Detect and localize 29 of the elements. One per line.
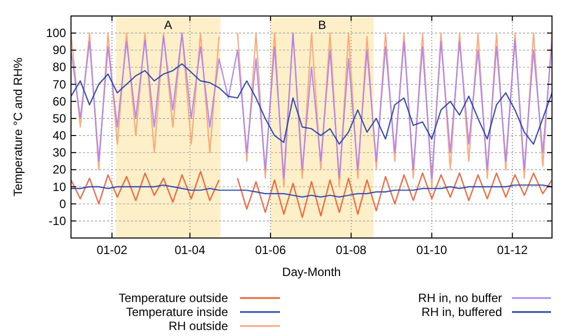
- y-tick-label: 40: [52, 128, 66, 143]
- y-tick-label: 90: [52, 43, 66, 58]
- y-tick-label: 20: [52, 162, 66, 177]
- y-tick-label: 100: [46, 26, 66, 40]
- legend-label: RH in, no buffer: [418, 291, 502, 305]
- x-tick-label: 01-02: [96, 243, 128, 257]
- y-tick-label: 50: [52, 111, 66, 126]
- x-tick-label: 01-12: [497, 243, 528, 257]
- legend-label: RH in, buffered: [422, 305, 502, 319]
- legend-label: Temperature outside: [118, 291, 228, 305]
- y-tick-label: 60: [52, 94, 66, 108]
- y-axis-title: Temperature °C and RH%: [11, 57, 25, 196]
- x-tick-label: 01-06: [255, 243, 286, 257]
- line-series: [71, 63, 552, 145]
- y-tick-label: 70: [52, 77, 66, 92]
- y-tick-label: -10: [48, 214, 66, 228]
- x-tick-label: 01-10: [416, 243, 448, 257]
- band-label: B: [318, 18, 326, 32]
- y-tick-label: 0: [59, 196, 66, 211]
- x-tick-label: 01-08: [336, 243, 367, 257]
- legend-label: Temperature inside: [126, 305, 228, 319]
- y-tick-label: 30: [52, 146, 66, 160]
- x-axis-title: Day-Month: [282, 265, 341, 279]
- x-tick-label: 01-04: [174, 243, 206, 257]
- y-tick-label: 10: [52, 180, 66, 194]
- legend-label: RH outside: [168, 319, 228, 333]
- band-label: A: [164, 18, 172, 32]
- y-tick-label: 80: [52, 60, 66, 74]
- line-series: [71, 184, 552, 198]
